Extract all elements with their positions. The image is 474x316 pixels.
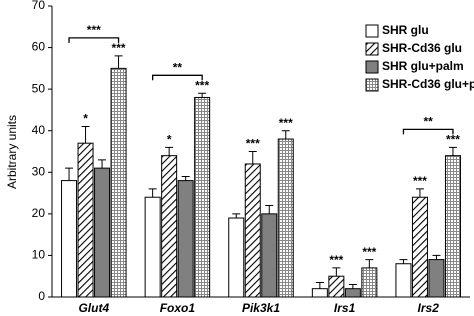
comparison-label: ** [424, 115, 434, 129]
error-bar [399, 259, 408, 264]
significance-label: *** [246, 137, 260, 151]
comparison-bracket [402, 128, 454, 135]
y-tick-label: 40 [32, 123, 46, 137]
bar [328, 275, 345, 298]
significance-label: *** [195, 78, 209, 92]
error-bar [98, 159, 107, 169]
legend-label: SHR-Cd36 glu+palm [382, 77, 474, 91]
bar [244, 163, 261, 298]
significance-label: * [83, 112, 88, 126]
error-bar [415, 188, 424, 198]
y-tick-label: 50 [32, 81, 46, 95]
y-tick-label: 0 [38, 289, 45, 303]
x-tick-label: Pik3k1 [242, 301, 280, 315]
significance-label: *** [329, 253, 343, 267]
significance-label: *** [112, 41, 126, 55]
x-tick-label: Irs1 [334, 301, 356, 315]
bar [428, 259, 445, 298]
y-tick-label: 30 [32, 164, 46, 178]
comparison-label: ** [173, 60, 183, 74]
error-bar [265, 205, 274, 214]
error-bar [332, 267, 341, 277]
error-bar [181, 175, 190, 181]
significance-label: *** [413, 174, 427, 188]
significance-label: *** [362, 245, 376, 259]
error-bar [248, 151, 257, 164]
bar [144, 196, 161, 298]
error-bar [65, 167, 74, 181]
error-bar [232, 213, 241, 219]
y-tick-label: 10 [32, 248, 46, 262]
error-bar [148, 188, 157, 198]
comparison-label: *** [87, 23, 101, 37]
bar [77, 142, 94, 298]
y-axis-label: Arbitrary units [5, 115, 19, 189]
bar [444, 155, 461, 298]
significance-label: * [167, 133, 172, 147]
error-bar [81, 126, 90, 144]
bar [311, 288, 328, 298]
error-bar [315, 281, 324, 289]
x-tick-label: Glut4 [78, 301, 109, 315]
significance-label: *** [446, 133, 460, 147]
x-tick-label: Foxo1 [160, 301, 196, 315]
legend-label: SHR glu+palm [382, 59, 464, 73]
error-bar [165, 146, 174, 156]
legend-label: SHR glu [382, 23, 429, 37]
y-tick-label: 20 [32, 206, 46, 220]
y-tick-label: 70 [32, 0, 46, 12]
error-bar [448, 146, 457, 156]
legend-swatch [365, 78, 379, 92]
bar [344, 288, 361, 298]
bar [411, 196, 428, 298]
legend-label: SHR-Cd36 glu [382, 41, 462, 55]
error-bar [198, 92, 207, 98]
bar [395, 263, 412, 298]
bar [194, 96, 211, 298]
error-bar [281, 130, 290, 140]
bar [228, 217, 245, 298]
error-bar [348, 284, 357, 289]
bar [161, 155, 178, 298]
comparison-bracket [152, 74, 203, 81]
error-bar [114, 55, 123, 69]
bar [361, 267, 378, 298]
bar [94, 167, 111, 298]
bar [277, 138, 294, 298]
x-tick-label: Irs2 [418, 301, 440, 315]
bar [261, 213, 278, 298]
legend-swatch [365, 24, 379, 38]
legend-swatch [365, 60, 379, 74]
error-bar [365, 259, 374, 268]
bar [61, 180, 78, 298]
bar [177, 180, 194, 298]
legend-swatch [365, 42, 379, 56]
bar [110, 67, 127, 298]
comparison-bracket [68, 37, 120, 43]
error-bar [432, 254, 441, 260]
y-tick-label: 60 [32, 40, 46, 54]
significance-label: *** [279, 116, 293, 130]
